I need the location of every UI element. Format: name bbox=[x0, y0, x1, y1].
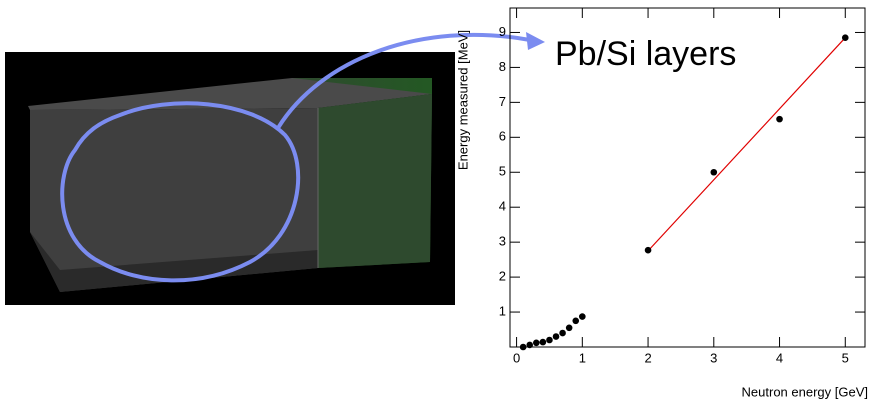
x-axis-title: Neutron energy [GeV] bbox=[742, 384, 868, 399]
x-tick-label: 5 bbox=[842, 350, 849, 365]
render-image bbox=[5, 52, 455, 305]
data-point bbox=[546, 337, 553, 344]
y-tick-label: 6 bbox=[499, 129, 506, 144]
annotation: Pb/Si layers bbox=[555, 35, 736, 73]
y-tick-label: 5 bbox=[499, 164, 506, 179]
y-axis-title: Energy measured [MeV] bbox=[455, 30, 470, 170]
data-point bbox=[540, 339, 547, 346]
x-tick-label: 1 bbox=[579, 350, 586, 365]
x-tick-label: 0 bbox=[513, 350, 520, 365]
y-tick-label: 8 bbox=[499, 59, 506, 74]
data-point bbox=[559, 330, 566, 337]
data-point bbox=[533, 340, 540, 347]
data-point bbox=[526, 342, 533, 349]
data-point bbox=[842, 34, 849, 41]
x-tick-label: 2 bbox=[644, 350, 651, 365]
y-tick-label: 9 bbox=[499, 24, 506, 39]
y-tick-label: 1 bbox=[499, 303, 506, 318]
y-tick-label: 7 bbox=[499, 94, 506, 109]
y-tick-label: 4 bbox=[499, 199, 506, 214]
data-point bbox=[572, 317, 579, 324]
figure: Pb/Si layers Energy measured [MeV] Neutr… bbox=[0, 0, 872, 405]
data-point bbox=[553, 333, 560, 340]
x-tick-label: 3 bbox=[710, 350, 717, 365]
y-tick-label: 2 bbox=[499, 269, 506, 284]
data-point bbox=[579, 313, 586, 320]
data-point bbox=[776, 116, 783, 123]
data-point bbox=[566, 324, 573, 331]
data-point bbox=[645, 247, 652, 254]
data-point bbox=[520, 344, 527, 351]
data-point bbox=[710, 169, 717, 176]
x-tick-label: 4 bbox=[776, 350, 783, 365]
y-tick-label: 3 bbox=[499, 234, 506, 249]
